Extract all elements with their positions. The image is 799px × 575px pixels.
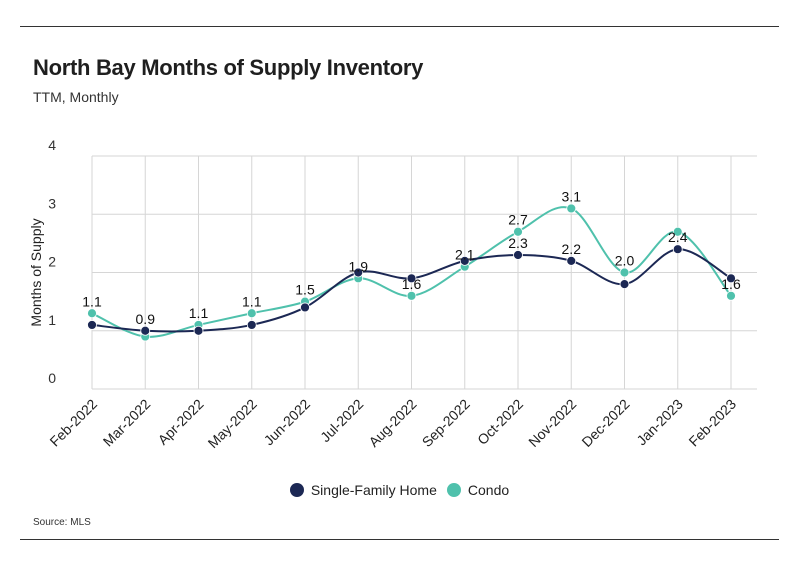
series-point-1 — [246, 308, 257, 319]
series-point-1 — [672, 226, 683, 237]
y-axis-label: Months of Supply — [28, 218, 44, 326]
data-label: 2.2 — [562, 241, 582, 257]
data-label: 1.6 — [721, 276, 741, 292]
data-label: 1.9 — [349, 258, 369, 274]
series-point-0 — [619, 279, 630, 290]
legend: Single-Family Home Condo — [0, 482, 799, 498]
data-label: 3.1 — [562, 188, 582, 204]
data-label: 2.7 — [508, 212, 528, 228]
legend-item-condo[interactable]: Condo — [446, 482, 510, 498]
series-point-0 — [406, 273, 417, 284]
x-tick-label: Sep-2022 — [419, 396, 473, 450]
y-tick-label: 4 — [48, 137, 56, 153]
data-label: 2.4 — [668, 229, 688, 245]
legend-item-single-family[interactable]: Single-Family Home — [289, 482, 437, 498]
x-tick-label: Jul-2022 — [317, 396, 366, 445]
source-note: Source: MLS — [33, 517, 91, 528]
series-point-1 — [566, 203, 577, 214]
x-tick-label: Nov-2022 — [525, 396, 579, 450]
data-label: 1.1 — [82, 293, 102, 309]
x-tick-label: Oct-2022 — [474, 396, 526, 448]
bottom-rule — [20, 539, 779, 540]
data-label: 2.0 — [615, 253, 635, 269]
series-point-1 — [406, 290, 417, 301]
x-tick-label: Feb-2022 — [46, 396, 100, 450]
legend-label-single-family: Single-Family Home — [310, 482, 437, 498]
chart-subtitle: TTM, Monthly — [33, 89, 119, 105]
x-tick-label: Aug-2022 — [365, 396, 419, 450]
data-label: 1.5 — [295, 282, 315, 298]
data-label: 1.1 — [189, 305, 209, 321]
data-label: 2.1 — [455, 247, 475, 263]
series-point-0 — [726, 273, 736, 284]
series-point-0 — [87, 320, 97, 330]
y-tick-label: 1 — [48, 312, 56, 328]
series-point-0 — [193, 325, 204, 336]
series-point-0 — [459, 255, 470, 266]
y-tick-label: 3 — [48, 195, 56, 211]
series-point-1 — [513, 226, 523, 237]
series-point-0 — [140, 325, 151, 336]
series-point-1 — [619, 267, 630, 278]
top-rule — [20, 26, 779, 27]
chart-title: North Bay Months of Supply Inventory — [33, 55, 424, 80]
y-tick-label: 2 — [48, 254, 56, 270]
y-tick-label: 0 — [48, 370, 56, 386]
x-tick-label: Dec-2022 — [578, 396, 632, 450]
legend-swatch-single-family — [289, 483, 304, 497]
data-label: 2.3 — [508, 235, 528, 251]
series-point-0 — [513, 250, 523, 260]
series-point-1 — [87, 308, 97, 319]
x-tick-label: Jun-2022 — [261, 396, 314, 449]
x-tick-label: May-2022 — [205, 396, 260, 451]
legend-label-condo: Condo — [467, 482, 510, 498]
series-point-0 — [566, 255, 577, 266]
series-point-0 — [672, 244, 683, 255]
series-point-1 — [726, 290, 736, 301]
legend-swatch-condo — [446, 483, 461, 497]
series-point-0 — [246, 320, 257, 330]
x-tick-label: Jan-2023 — [633, 396, 686, 449]
series-point-0 — [300, 302, 310, 313]
data-label: 1.1 — [242, 293, 262, 309]
x-tick-label: Feb-2023 — [685, 396, 739, 450]
x-tick-label: Apr-2022 — [155, 396, 207, 448]
series-point-0 — [353, 267, 364, 278]
data-label: 1.6 — [402, 276, 422, 292]
x-tick-label: Mar-2022 — [100, 396, 154, 450]
data-label: 0.9 — [136, 311, 156, 327]
